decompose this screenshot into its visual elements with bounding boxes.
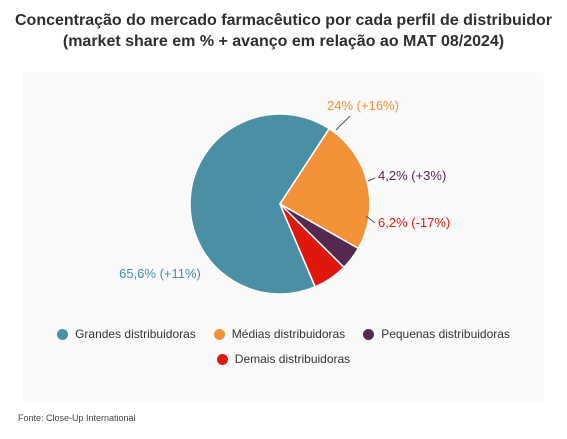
pie-slice-2 — [278, 127, 371, 250]
pie-slice-4 — [279, 203, 346, 288]
pie-data-label-4: 6,2% (-17%) — [378, 215, 450, 230]
legend-dot-pequenas — [363, 328, 375, 340]
legend-item-pequenas: Pequenas distribuidoras — [363, 327, 510, 341]
chart-title: Concentração do mercado farmacêutico por… — [0, 10, 567, 52]
leader-line-4 — [365, 215, 376, 224]
chart-title-line-2: (market share em % + avanço em relação a… — [62, 33, 505, 50]
pie-data-label-1: 65,6% (+11%) — [119, 266, 201, 281]
legend-label-medias: Médias distribuidoras — [231, 327, 346, 341]
pie-data-label-2: 24% (+16%) — [327, 98, 399, 113]
legend-label-pequenas: Pequenas distribuidoras — [381, 327, 510, 341]
chart-title-line-1: Concentração do mercado farmacêutico por… — [14, 12, 552, 29]
leader-line-2 — [335, 115, 351, 131]
legend-item-demais: Demais distribuidoras — [216, 352, 351, 366]
legend-label-grandes: Grandes distribuidoras — [75, 327, 196, 341]
leader-line-3 — [367, 177, 376, 182]
legend-dot-medias — [213, 328, 225, 340]
pie-slice-1 — [189, 113, 331, 295]
pie-data-label-3: 4,2% (+3%) — [378, 168, 446, 183]
legend-row-2: Demais distribuidoras — [0, 352, 567, 366]
legend-row-1: Grandes distribuidoras Médias distribuid… — [0, 327, 567, 341]
source-note: Fonte: Close-Up International — [18, 413, 136, 423]
legend-label-demais: Demais distribuidoras — [234, 352, 351, 366]
legend-dot-demais — [216, 353, 228, 365]
legend-dot-grandes — [57, 328, 69, 340]
legend-item-grandes: Grandes distribuidoras — [57, 327, 196, 341]
legend-item-medias: Médias distribuidoras — [213, 327, 346, 341]
